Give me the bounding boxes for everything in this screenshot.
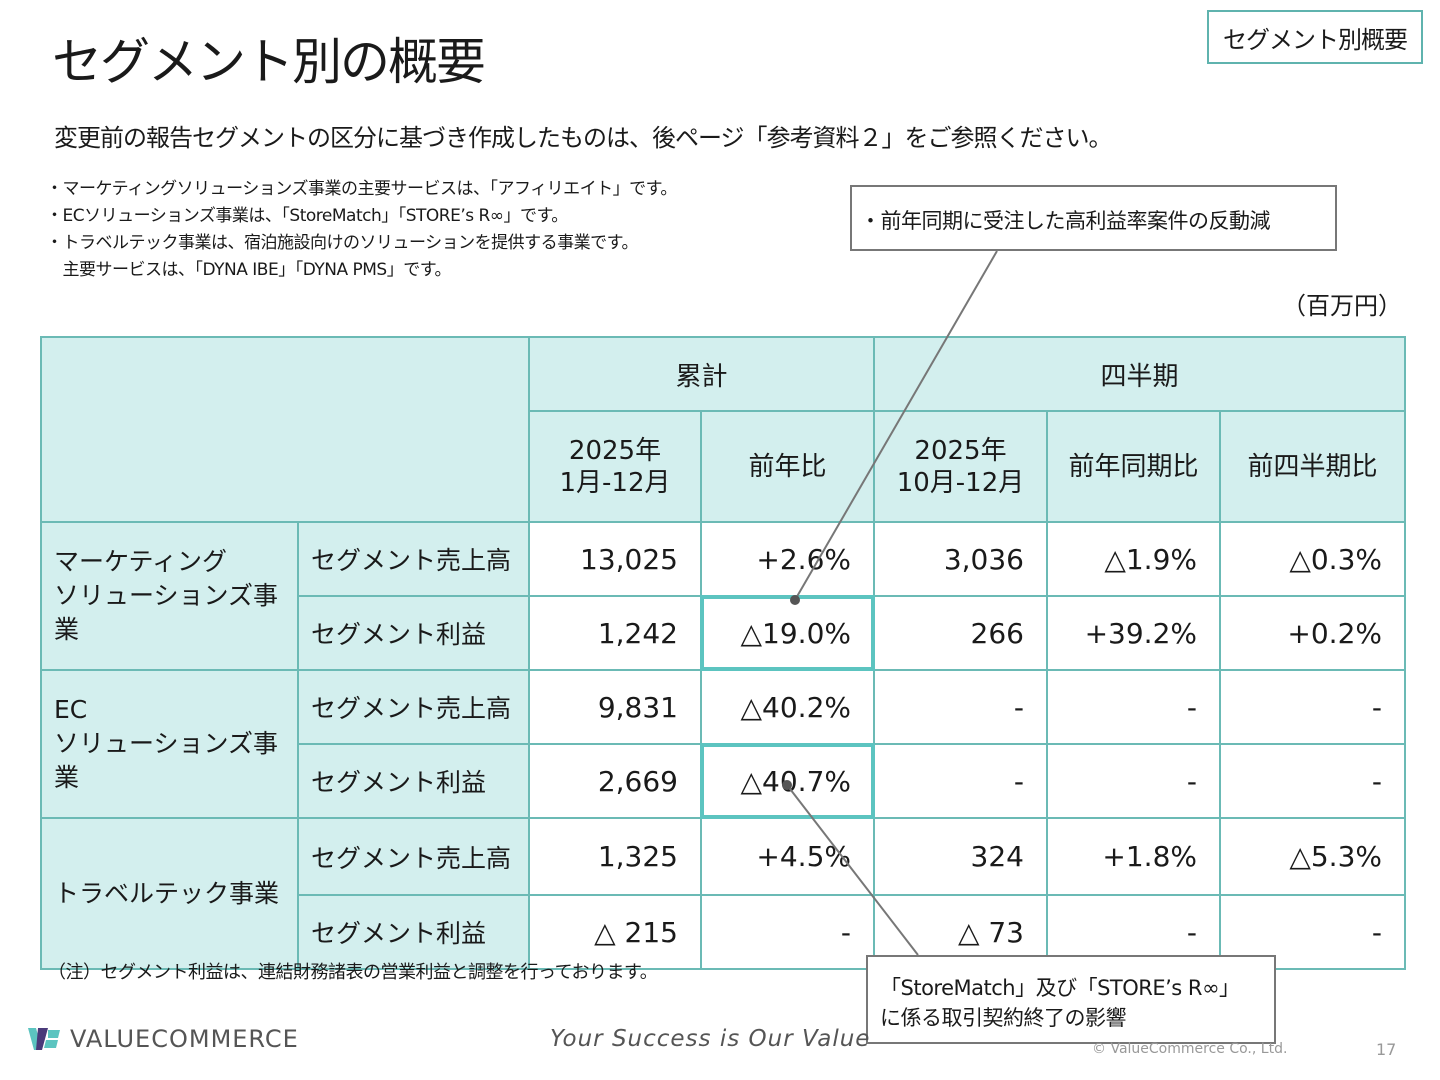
value-cell: +0.2%	[1219, 595, 1406, 671]
column-header: 前年比	[700, 410, 875, 523]
row-label: セグメント売上高	[297, 669, 530, 745]
row-label: セグメント売上高	[297, 521, 530, 597]
value-cell: -	[700, 894, 875, 970]
value-cell: -	[873, 669, 1048, 745]
row-label: セグメント売上高	[297, 817, 530, 896]
segment-name: トラベルテック事業	[40, 817, 299, 970]
value-cell: -	[1046, 669, 1221, 745]
value-cell: 3,036	[873, 521, 1048, 597]
callout-contract-end: 「StoreMatch」及び「STORE’s R∞」 に係る取引契約終了の影響	[866, 955, 1276, 1044]
value-cell: -	[873, 743, 1048, 819]
column-header: 2025年 10月-12月	[873, 410, 1048, 523]
note-item: ・ECソリューションズ事業は、「StoreMatch」「STORE’s R∞」で…	[46, 206, 568, 226]
value-cell: △ 215	[528, 894, 702, 970]
value-cell: -	[1219, 669, 1406, 745]
table-row: マーケティング ソリューションズ事業 セグメント売上高 13,025 +2.6% 3,0…	[40, 521, 1406, 671]
value-cell: △1.9%	[1046, 521, 1221, 597]
note-item: ・マーケティングソリューションズ事業の主要サービスは、「アフィリエイト」です。	[46, 179, 677, 199]
value-cell: △0.3%	[1219, 521, 1406, 597]
value-cell: +4.5%	[700, 817, 875, 896]
table-row: トラベルテック事業 セグメント売上高 1,325 +4.5% 324 +1.8% △5.3%	[40, 817, 1406, 970]
value-cell: 9,831	[528, 669, 702, 745]
value-cell: 2,669	[528, 743, 702, 819]
footnote: （注）セグメント利益は、連結財務諸表の営業利益と調整を行っております。	[48, 962, 658, 983]
group-header-quarter: 四半期	[873, 336, 1406, 412]
logo-mark-icon	[28, 1028, 60, 1050]
subtitle: 変更前の報告セグメントの区分に基づき作成したものは、後ページ「参考資料２」をご参…	[54, 124, 1113, 152]
section-badge: セグメント別概要	[1207, 10, 1423, 64]
value-cell: +1.8%	[1046, 817, 1221, 896]
page-number: 17	[1376, 1040, 1397, 1059]
value-cell: 1,242	[528, 595, 702, 671]
table-row: EC ソリューションズ事業 セグメント売上高 9,831 △40.2% - - -	[40, 669, 1406, 819]
value-cell: -	[1046, 743, 1221, 819]
value-cell: 266	[873, 595, 1048, 671]
company-logo: VALUECOMMERCE	[28, 1025, 299, 1053]
column-header: 前年同期比	[1046, 410, 1221, 523]
corner-cell	[40, 336, 530, 523]
row-label: セグメント利益	[297, 743, 530, 819]
value-cell: △40.2%	[700, 669, 875, 745]
table-row: セグメント利益 2,669 △40.7% - - -	[41, 743, 1406, 819]
group-header-cumulative: 累計	[528, 336, 875, 412]
value-cell: 324	[873, 817, 1048, 896]
notes: ・マーケティングソリューションズ事業の主要サービスは、「アフィリエイト」です。 …	[46, 176, 677, 284]
value-cell: +39.2%	[1046, 595, 1221, 671]
table-row: セグメント利益 1,242 △19.0% 266 +39.2% +0.2%	[41, 595, 1406, 671]
value-cell: 1,325	[528, 817, 702, 896]
value-cell: 13,025	[528, 521, 702, 597]
value-cell: △40.7%	[700, 743, 875, 819]
callout-profit-decline: ・前年同期に受注した高利益率案件の反動減	[850, 185, 1337, 251]
page-title: セグメント別の概要	[52, 33, 486, 91]
row-label: セグメント利益	[297, 894, 530, 970]
value-cell: +2.6%	[700, 521, 875, 597]
segment-table: 累計 四半期 2025年 1月-12月 前年比 2025年 10月-12月 前年同期比…	[40, 336, 1406, 970]
slogan: Your Success is Our Value	[550, 1026, 871, 1052]
column-header: 前四半期比	[1219, 410, 1406, 523]
segment-name: マーケティング ソリューションズ事業	[40, 521, 299, 671]
unit-label: （百万円）	[1282, 292, 1402, 320]
value-cell: △19.0%	[700, 595, 875, 671]
logo-text: VALUECOMMERCE	[70, 1025, 299, 1053]
value-cell: △5.3%	[1219, 817, 1406, 896]
row-label: セグメント利益	[297, 595, 530, 671]
segment-name: EC ソリューションズ事業	[40, 669, 299, 819]
value-cell: -	[1219, 743, 1406, 819]
column-header: 2025年 1月-12月	[528, 410, 702, 523]
note-item: 主要サービスは、「DYNA IBE」「DYNA PMS」です。	[46, 260, 452, 280]
note-item: ・トラベルテック事業は、宿泊施設向けのソリューションを提供する事業です。	[46, 233, 638, 253]
copyright: © ValueCommerce Co., Ltd.	[1092, 1041, 1288, 1057]
